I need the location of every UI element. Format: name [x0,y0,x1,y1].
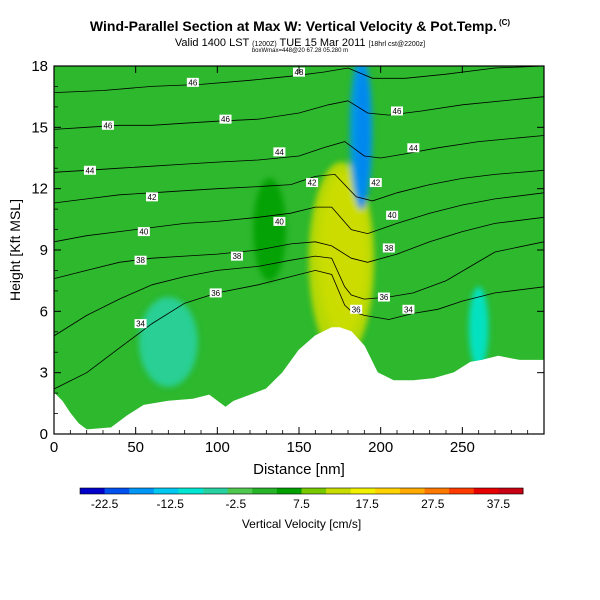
y-axis-label: Height [Kft MSL] [7,199,23,301]
colorbar-tick-label: -2.5 [226,497,247,511]
velocity-cell [253,178,286,281]
x-tick-label: 50 [127,439,144,456]
contour-label: 40 [139,228,148,237]
theta-contour-34 [54,269,544,390]
theta-contour-36 [54,241,544,337]
chart-subtitle: Valid 1400 LST (1200Z) TUE 15 Mar 2011 [… [174,37,426,49]
contour-label-box [273,147,286,157]
contour-label-box [402,304,415,314]
colorbar-swatch [276,488,302,494]
colorbar-label: Vertical Velocity [cm/s] [242,517,361,531]
colorbar-tick-label: 37.5 [487,497,511,511]
colorbar-swatch [178,488,204,494]
contour-label-box [230,251,243,261]
contour-label: 44 [275,148,284,157]
contour-label-box [391,106,403,116]
colorbar-swatch [326,488,352,494]
contour-label: 40 [388,211,397,220]
contour-label: 38 [232,252,241,261]
colorbar-tick-label: -12.5 [157,497,185,511]
colorbar-swatch [153,488,179,494]
x-tick-label: 0 [50,439,58,456]
contour-label-box [382,243,395,253]
contour-label-box [146,192,158,202]
colorbar-tick-label: 17.5 [355,497,379,511]
velocity-cell [138,297,198,387]
contour-label: 46 [221,115,230,124]
colorbar-swatch [301,488,327,494]
velocity-cell [349,66,373,210]
contour-label: 34 [404,305,413,314]
contour-label: 44 [85,166,94,175]
contour-label: 46 [103,121,112,130]
colorbar-swatch [104,488,130,494]
contour-label: 36 [211,289,220,298]
colorbar-swatch [498,488,524,494]
chart-title: Wind-Parallel Section at Max W: Vertical… [89,18,511,34]
y-tick-label: 0 [40,426,48,443]
y-tick-label: 6 [40,303,48,320]
y-tick-label: 18 [31,58,48,75]
theta-contour-42 [54,169,544,204]
y-tick-label: 12 [31,181,48,198]
contour-label-box [407,143,420,153]
contour-label-box [137,227,150,237]
contour-label-box [83,165,96,175]
x-tick-label: 200 [368,439,393,456]
colorbar-swatch [203,488,229,494]
contour-label-box [306,178,319,188]
contour-label: 40 [275,217,284,226]
colorbar-swatch [252,488,278,494]
colorbar-tick-label: 27.5 [421,497,445,511]
contour-label: 34 [136,320,145,329]
x-axis-label: Distance [nm] [253,461,345,478]
colorbar-tick-label: -22.5 [91,497,119,511]
y-tick-label: 3 [40,365,48,382]
colorbar-swatch [227,488,253,494]
contour-label-box [209,288,222,298]
colorbar-swatch [350,488,376,494]
contour-label-box [377,292,390,302]
y-tick-label: 9 [40,242,48,259]
x-tick-label: 100 [205,439,230,456]
contour-label-box [219,114,232,124]
theta-contour-44 [54,135,544,173]
contour-label-box [134,255,147,265]
x-tick-label: 250 [450,439,475,456]
colorbar-swatch [80,488,106,494]
contour-label-box [134,319,147,329]
colorbar-swatch [399,488,426,494]
contour-label: 36 [379,293,388,302]
contour-label: 44 [409,144,418,153]
y-tick-label: 15 [31,119,48,136]
velocity-cell [468,286,489,369]
colorbar-swatch [473,488,499,494]
contour-label-box [101,120,114,130]
contour-label-box [186,77,199,87]
colorbar-swatch [375,488,401,494]
colorbar-swatch [129,488,155,494]
colorbar-frame [79,487,524,495]
contour-label-box [369,178,382,188]
terrain-mask [54,327,544,434]
contour-label: 36 [352,305,361,314]
contour-label: 42 [308,179,317,188]
contour-label-box [350,304,363,314]
theta-contour-48 [54,66,544,93]
contour-label: 42 [371,179,380,188]
x-tick-label: 150 [286,439,311,456]
colorbar-swatch [449,488,475,494]
theta-contour-46 [54,96,544,130]
contour-label-box [386,210,399,220]
chart-subtitle-detail: boxWmax=448@20 67.28 05.280 m [251,48,349,54]
contour-label: 38 [136,256,145,265]
contour-label: 46 [188,78,197,87]
contour-label: 38 [384,244,393,253]
colorbar-tick-label: 7.5 [293,497,310,511]
colorbar-swatch [424,488,450,494]
contour-label: 46 [393,107,402,116]
contour-label: 42 [148,193,157,202]
contour-label-box [273,216,286,226]
